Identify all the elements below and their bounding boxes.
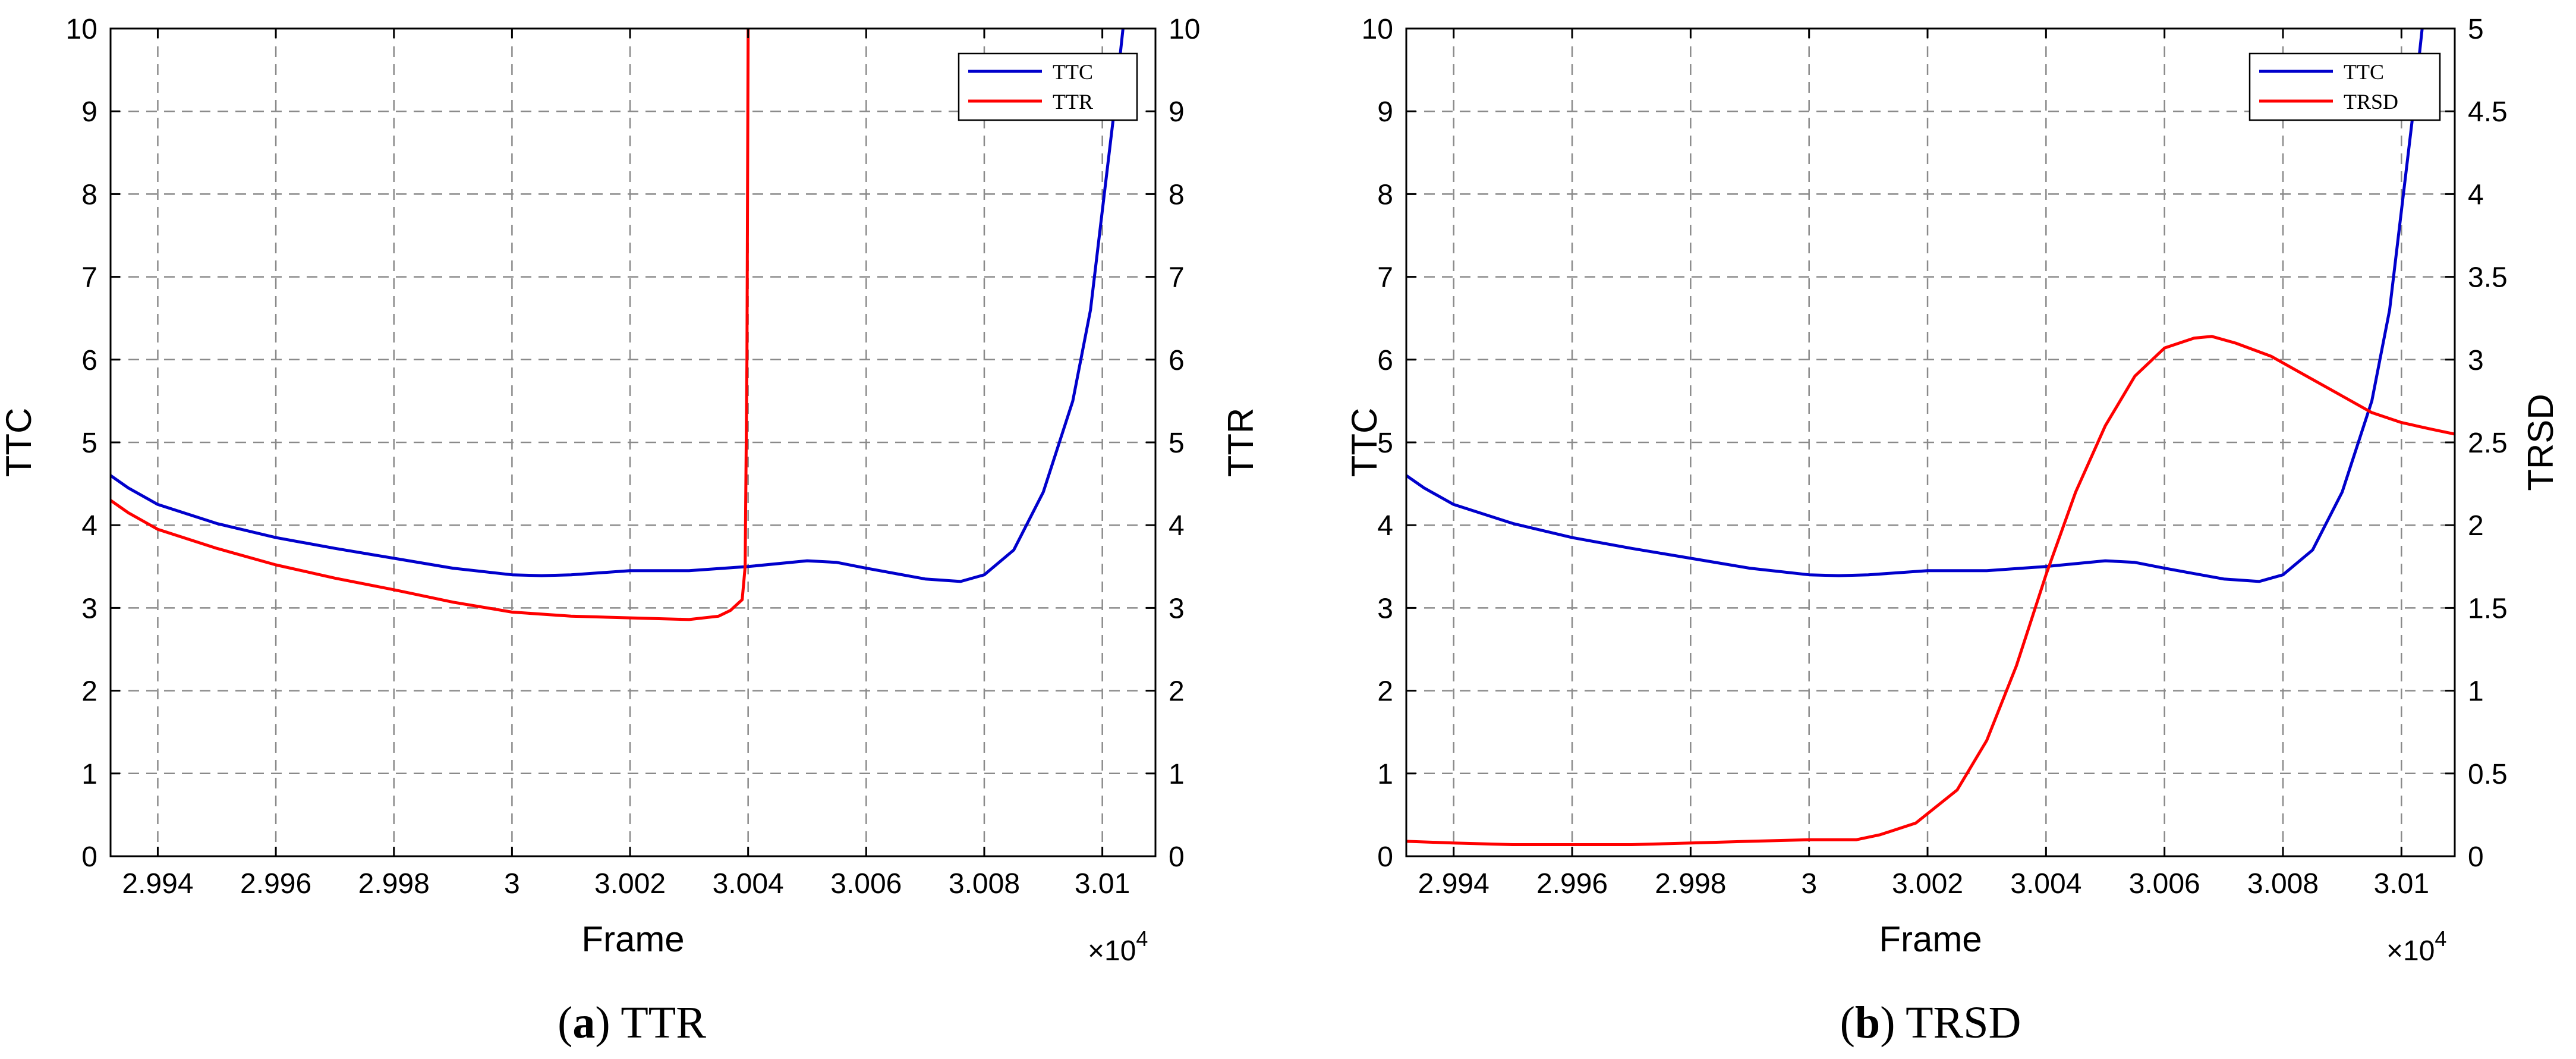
y-right-tick-label: 1.5	[2468, 593, 2508, 624]
y-right-tick-label: 2	[2468, 510, 2484, 542]
y-right-tick-label: 0	[2468, 841, 2484, 873]
chart-b-trsd: 2.994 2.996 2.998 3 3.002 3.004 3.006 3.008 3.01…	[1344, 14, 2561, 1048]
caption: (a) TTR	[558, 998, 706, 1048]
x-tick-label: 3.01	[1075, 868, 1130, 900]
y-left-tick-label: 10	[1362, 14, 1393, 45]
y-left-tick-label: 7	[1377, 262, 1393, 294]
y-right-axis-label: TTR	[1221, 408, 1261, 477]
y-left-tick-label: 1	[81, 759, 97, 790]
x-exponent-label: ×104	[2386, 926, 2446, 967]
y-right-tick-label: 5	[1169, 428, 1185, 459]
x-tick-label: 2.996	[1536, 868, 1608, 900]
series-line-trsd	[1406, 335, 2455, 846]
legend-label-trsd: TRSD	[2344, 90, 2398, 114]
y-left-tick-label: 9	[1377, 96, 1393, 128]
x-tick-label: 2.998	[1655, 868, 1726, 900]
x-tick-label: 2.994	[122, 868, 193, 900]
series-line-ttc	[1406, 29, 2424, 583]
y-left-tick-label: 4	[81, 510, 97, 542]
x-tick-label: 3.006	[2129, 868, 2200, 900]
legend-label-ttc: TTC	[2344, 60, 2384, 84]
y-left-tick-label: 5	[1377, 428, 1393, 459]
y-left-tick-label: 7	[81, 262, 97, 294]
y-right-tick-label: 2.5	[2468, 428, 2508, 459]
y-right-tick-label: 3.5	[2468, 262, 2508, 294]
y-left-tick-label: 9	[81, 96, 97, 128]
legend-box	[2249, 52, 2441, 121]
y-right-tick-label: 1	[2468, 676, 2484, 708]
x-tick-label: 3.002	[1892, 868, 1963, 900]
y-left-tick-label: 3	[81, 593, 97, 624]
y-left-tick-label: 4	[1377, 510, 1393, 542]
caption: (b) TRSD	[1840, 998, 2021, 1048]
y-right-tick-label: 0.5	[2468, 759, 2508, 790]
y-left-axis-label: TTC	[1344, 408, 1384, 477]
y-left-tick-label: 2	[1377, 676, 1393, 708]
y-left-tick-label: 6	[1377, 345, 1393, 376]
y-left-tick-label: 0	[1377, 841, 1393, 873]
series-group	[1406, 29, 2455, 846]
y-right-tick-label: 7	[1169, 262, 1185, 294]
legend-label-ttc: TTC	[1053, 60, 1093, 84]
y-right-tick-label: 1	[1169, 759, 1185, 790]
x-tick-label: 3.006	[830, 868, 902, 900]
y-left-tick-label: 6	[81, 345, 97, 376]
x-tick-label: 2.998	[358, 868, 430, 900]
y-left-tick-label: 8	[81, 179, 97, 210]
y-right-tick-label: 4.5	[2468, 96, 2508, 128]
series-line-ttr	[111, 29, 750, 621]
y-right-tick-label: 3	[1169, 593, 1185, 624]
x-axis-label: Frame	[1879, 919, 1982, 959]
y-right-tick-label: 9	[1169, 96, 1185, 128]
x-tick-label: 3	[1801, 868, 1817, 900]
y-right-tick-label: 10	[1169, 14, 1200, 45]
x-tick-label: 3.004	[2010, 868, 2081, 900]
y-right-tick-label: 3	[2468, 345, 2484, 376]
x-tick-label: 3.01	[2374, 868, 2429, 900]
x-tick-label: 2.996	[240, 868, 311, 900]
legend-box	[958, 52, 1138, 121]
series-line-ttc	[111, 29, 1125, 583]
y-left-tick-label: 3	[1377, 593, 1393, 624]
series-group	[111, 29, 1125, 621]
chart-a-ttr: 2.994 2.996 2.998 3 3.002 3.004 3.006 3.008 3.01…	[0, 14, 1261, 1048]
y-right-tick-label: 0	[1169, 841, 1185, 873]
y-left-axis-label: TTC	[0, 408, 39, 477]
y-left-tick-label: 1	[1377, 759, 1393, 790]
y-right-tick-label: 2	[1169, 676, 1185, 708]
y-right-axis-label: TRSD	[2521, 394, 2561, 491]
y-left-tick-label: 5	[81, 428, 97, 459]
x-tick-label: 2.994	[1418, 868, 1489, 900]
y-right-tick-label: 6	[1169, 345, 1185, 376]
x-tick-label: 3.008	[949, 868, 1020, 900]
grid	[111, 29, 1155, 856]
y-right-tick-label: 8	[1169, 179, 1185, 210]
y-right-tick-label: 5	[2468, 14, 2484, 45]
x-tick-label: 3.002	[594, 868, 666, 900]
legend: TTC TRSD	[2249, 52, 2441, 121]
x-axis-label: Frame	[581, 919, 684, 959]
y-left-tick-label: 2	[81, 676, 97, 708]
y-left-tick-label: 0	[81, 841, 97, 873]
y-left-tick-label: 10	[66, 14, 97, 45]
legend: TTC TTR	[958, 52, 1138, 121]
y-right-tick-label: 4	[1169, 510, 1185, 542]
x-exponent-label: ×104	[1088, 926, 1148, 967]
x-tick-label: 3.008	[2247, 868, 2319, 900]
x-tick-label: 3.004	[713, 868, 784, 900]
y-right-tick-label: 4	[2468, 179, 2484, 210]
y-left-tick-label: 8	[1377, 179, 1393, 210]
x-tick-label: 3	[504, 868, 520, 900]
legend-label-ttr: TTR	[1053, 90, 1093, 114]
